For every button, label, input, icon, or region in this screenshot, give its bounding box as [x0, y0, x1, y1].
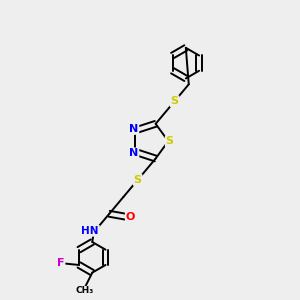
Text: N: N — [129, 124, 138, 134]
Text: HN: HN — [82, 226, 99, 236]
Text: S: S — [134, 175, 142, 185]
Text: S: S — [171, 96, 178, 106]
Text: S: S — [166, 136, 174, 146]
Text: CH₃: CH₃ — [76, 286, 94, 296]
Text: O: O — [126, 212, 135, 222]
Text: N: N — [129, 148, 138, 158]
Text: F: F — [57, 259, 64, 269]
